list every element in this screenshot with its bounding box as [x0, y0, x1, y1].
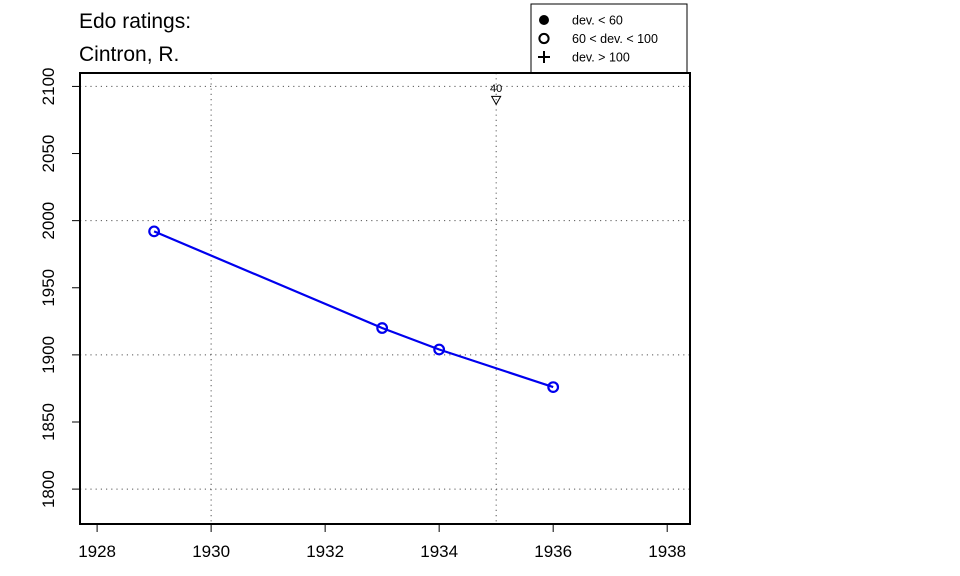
- legend-label-3: dev. > 100: [572, 51, 630, 65]
- x-tick-label: 1936: [534, 542, 572, 561]
- y-tick-label: 2050: [39, 135, 58, 173]
- x-tick-label: 1934: [420, 542, 458, 561]
- x-tick-label: 1932: [306, 542, 344, 561]
- grid-lines: [80, 73, 690, 524]
- axes: 1928 1930 1932 1934 1936 1938 1800 1850 1900 1950…: [39, 68, 686, 561]
- y-tick-label: 2000: [39, 202, 58, 240]
- data-point-marker: [547, 381, 560, 393]
- annotation-label: 40: [490, 83, 502, 95]
- chart-title-line-1: Edo ratings:: [79, 10, 191, 33]
- x-tick-label: 1938: [648, 542, 686, 561]
- legend-label-2: 60 < dev. < 100: [572, 32, 658, 46]
- y-tick-label: 1900: [39, 336, 58, 374]
- legend-filled-circle-icon: [539, 15, 549, 25]
- plot-frame: [79, 72, 691, 525]
- x-tick-label: 1930: [192, 542, 230, 561]
- legend-open-circle-icon: [538, 32, 550, 45]
- legend-label-1: dev. < 60: [572, 14, 623, 28]
- series-line: [153, 230, 554, 389]
- legend-plus-icon: [538, 51, 550, 63]
- y-tick-label: 1950: [39, 269, 58, 307]
- chart-title-line-2: Cintron, R.: [79, 43, 179, 66]
- legend: dev. < 60 60 < dev. < 100 dev. > 100: [530, 3, 688, 74]
- x-tick-label: 1928: [78, 542, 116, 561]
- data-point-marker: [376, 322, 389, 334]
- legend-box: [530, 3, 688, 74]
- y-tick-label: 1800: [39, 470, 58, 508]
- down-triangle-marker: [490, 95, 502, 106]
- annotations: 40: [490, 83, 502, 106]
- data-point-marker: [433, 343, 446, 356]
- data-point-marker: [148, 225, 161, 238]
- y-tick-label: 1850: [39, 403, 58, 441]
- plot-series: [148, 225, 560, 393]
- y-tick-label: 2100: [39, 68, 58, 106]
- chart-title: Edo ratings: Cintron, R.: [79, 10, 191, 66]
